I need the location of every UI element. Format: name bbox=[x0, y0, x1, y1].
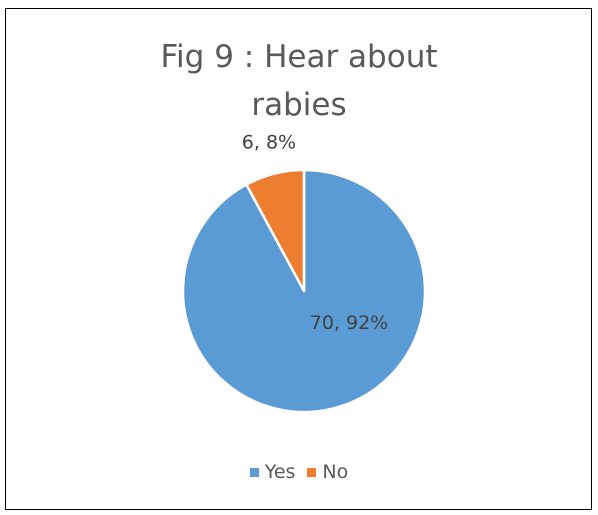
chart-legend: Yes No bbox=[0, 461, 598, 483]
chart-title-line-1: Fig 9 : Hear about bbox=[160, 39, 438, 75]
legend-item-no: No bbox=[307, 461, 348, 483]
pie-slice-no bbox=[245, 168, 306, 293]
data-label-yes: 70, 92% bbox=[310, 312, 389, 334]
legend-label-yes: Yes bbox=[264, 461, 296, 483]
chart-title-line-2: rabies bbox=[251, 87, 347, 123]
legend-swatch-yes bbox=[249, 467, 259, 477]
data-label-no: 6, 8% bbox=[242, 132, 296, 154]
legend-item-yes: Yes bbox=[249, 461, 296, 483]
legend-swatch-no bbox=[307, 467, 317, 477]
legend-label-no: No bbox=[322, 461, 349, 483]
